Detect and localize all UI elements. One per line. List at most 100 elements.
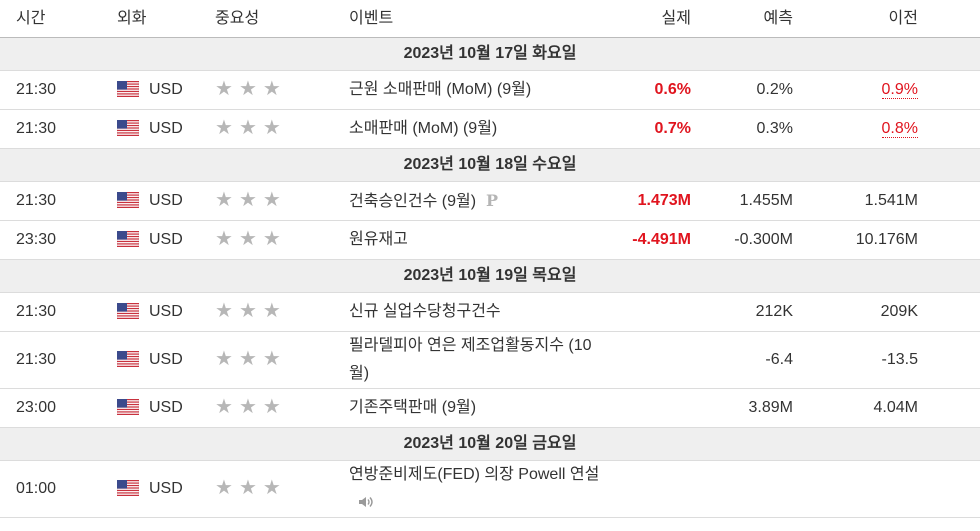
previous-cell: 209K (808, 292, 933, 332)
header-filler (933, 0, 980, 38)
forecast-cell: 0.3% (705, 109, 808, 149)
column-header: 시간 (0, 0, 100, 38)
star: ★ (238, 78, 257, 100)
event-name[interactable]: 소매판매 (MoM) (9월) (349, 120, 498, 137)
event-cell: 기존주택판매 (9월) (335, 388, 620, 428)
actual: 1.473M (637, 192, 691, 209)
previous: 0.8% (881, 120, 918, 138)
currency: USD (149, 351, 183, 368)
actual: 0.6% (654, 81, 691, 98)
event-name[interactable]: 기존주택판매 (9월) (349, 399, 477, 416)
actual-cell (620, 292, 705, 332)
forecast-cell: -0.300M (705, 220, 808, 260)
event-name[interactable]: 건축승인건수 (9월) (349, 192, 477, 210)
previous-cell: 1.541M (808, 181, 933, 221)
event-row: 23:30 USD ★ ★ ★ 원유재고 -4.491M -0.300M 10.176M (0, 220, 980, 260)
star: ★ (215, 228, 233, 250)
row-filler (933, 70, 980, 110)
star: ★ (238, 477, 257, 499)
star: ★ (215, 78, 233, 100)
importance: ★ ★ ★ (200, 109, 335, 149)
speaker-icon[interactable] (357, 494, 375, 510)
day-row: 2023년 10월 19일 목요일 (0, 259, 980, 293)
header-row: 시간 외화 중요성 이벤트 실제 예측 이전 (0, 0, 980, 38)
importance: ★ ★ ★ (200, 181, 335, 221)
currency: USD (149, 399, 183, 416)
event-row: 01:00 USD ★ ★ ★ 연방준비제도(FED) 의장 Powell 연설 (0, 460, 980, 518)
currency: USD (149, 480, 183, 497)
previous: 1.541M (864, 192, 918, 209)
currency-cell: USD (100, 331, 200, 389)
column-header: 중요성 (200, 0, 335, 38)
column-header: 이전 (808, 0, 933, 38)
day-row: 2023년 10월 17일 화요일 (0, 37, 980, 71)
event-time: 23:00 (0, 388, 100, 428)
day-date: 2023년 10월 20일 금요일 (0, 427, 980, 461)
event-time: 21:30 (0, 109, 100, 149)
actual-cell: 1.473M (620, 181, 705, 221)
event-row: 21:30 USD ★ ★ ★ 근원 소매판매 (MoM) (9월) 0.6% 0.2% 0.9… (0, 70, 980, 110)
column-header: 외화 (100, 0, 200, 38)
day-date: 2023년 10월 18일 수요일 (0, 148, 980, 182)
star: ★ (215, 189, 233, 211)
currency-cell: USD (100, 70, 200, 110)
event-cell: 원유재고 (335, 220, 620, 260)
previous-cell: 0.8% (808, 109, 933, 149)
star: ★ (238, 117, 257, 139)
event-name[interactable]: 연방준비제도(FED) 의장 Powell 연설 (349, 466, 600, 483)
previous: -13.5 (881, 351, 918, 368)
previous-cell: 0.9% (808, 70, 933, 110)
event-time: 01:00 (0, 460, 100, 518)
column-header: 실제 (620, 0, 705, 38)
star: ★ (262, 228, 281, 250)
star: ★ (262, 396, 281, 418)
forecast-cell: 1.455M (705, 181, 808, 221)
actual-cell (620, 331, 705, 389)
event-cell: 신규 실업수당청구건수 (335, 292, 620, 332)
currency: USD (149, 81, 183, 98)
event-cell: 연방준비제도(FED) 의장 Powell 연설 (335, 460, 620, 518)
currency: USD (149, 192, 183, 209)
row-filler (933, 181, 980, 221)
forecast-cell: 0.2% (705, 70, 808, 110)
event-name[interactable]: 원유재고 (349, 231, 408, 248)
importance: ★ ★ ★ (200, 70, 335, 110)
currency-cell: USD (100, 181, 200, 221)
forecast: 1.455M (739, 192, 793, 209)
previous: 4.04M (873, 399, 918, 416)
currency: USD (149, 303, 183, 320)
star: ★ (215, 396, 233, 418)
event-cell: 필라델피아 연은 제조업활동지수 (10월) (335, 331, 620, 389)
currency-cell: USD (100, 292, 200, 332)
event-cell: 건축승인건수 (9월) P (335, 181, 620, 221)
column-header: 이벤트 (335, 0, 620, 38)
star: ★ (238, 228, 257, 250)
event-name[interactable]: 필라델피아 연은 제조업활동지수 (10월) (349, 337, 592, 382)
currency: USD (149, 120, 183, 137)
us-flag (116, 119, 140, 137)
actual-cell: 0.7% (620, 109, 705, 149)
forecast: 0.3% (756, 120, 793, 137)
us-flag (116, 302, 140, 320)
calendar-table: 시간 외화 중요성 이벤트 실제 예측 이전 2023년 10월 17일 화요일 21:30 U… (0, 0, 980, 518)
forecast: 212K (755, 303, 793, 320)
actual-cell (620, 388, 705, 428)
star: ★ (262, 477, 281, 499)
row-filler (933, 388, 980, 428)
previous-cell: 10.176M (808, 220, 933, 260)
event-time: 21:30 (0, 181, 100, 221)
previous: 10.176M (855, 231, 918, 248)
importance: ★ ★ ★ (200, 220, 335, 260)
star: ★ (238, 396, 257, 418)
event-time: 23:30 (0, 220, 100, 260)
event-cell: 근원 소매판매 (MoM) (9월) (335, 70, 620, 110)
actual: -4.491M (632, 231, 691, 248)
event-name[interactable]: 신규 실업수당청구건수 (349, 303, 501, 320)
us-flag (116, 80, 140, 98)
previous-cell (808, 460, 933, 518)
importance: ★ ★ ★ (200, 292, 335, 332)
event-name[interactable]: 근원 소매판매 (MoM) (9월) (349, 81, 532, 98)
row-filler (933, 460, 980, 518)
actual: 0.7% (654, 120, 691, 137)
